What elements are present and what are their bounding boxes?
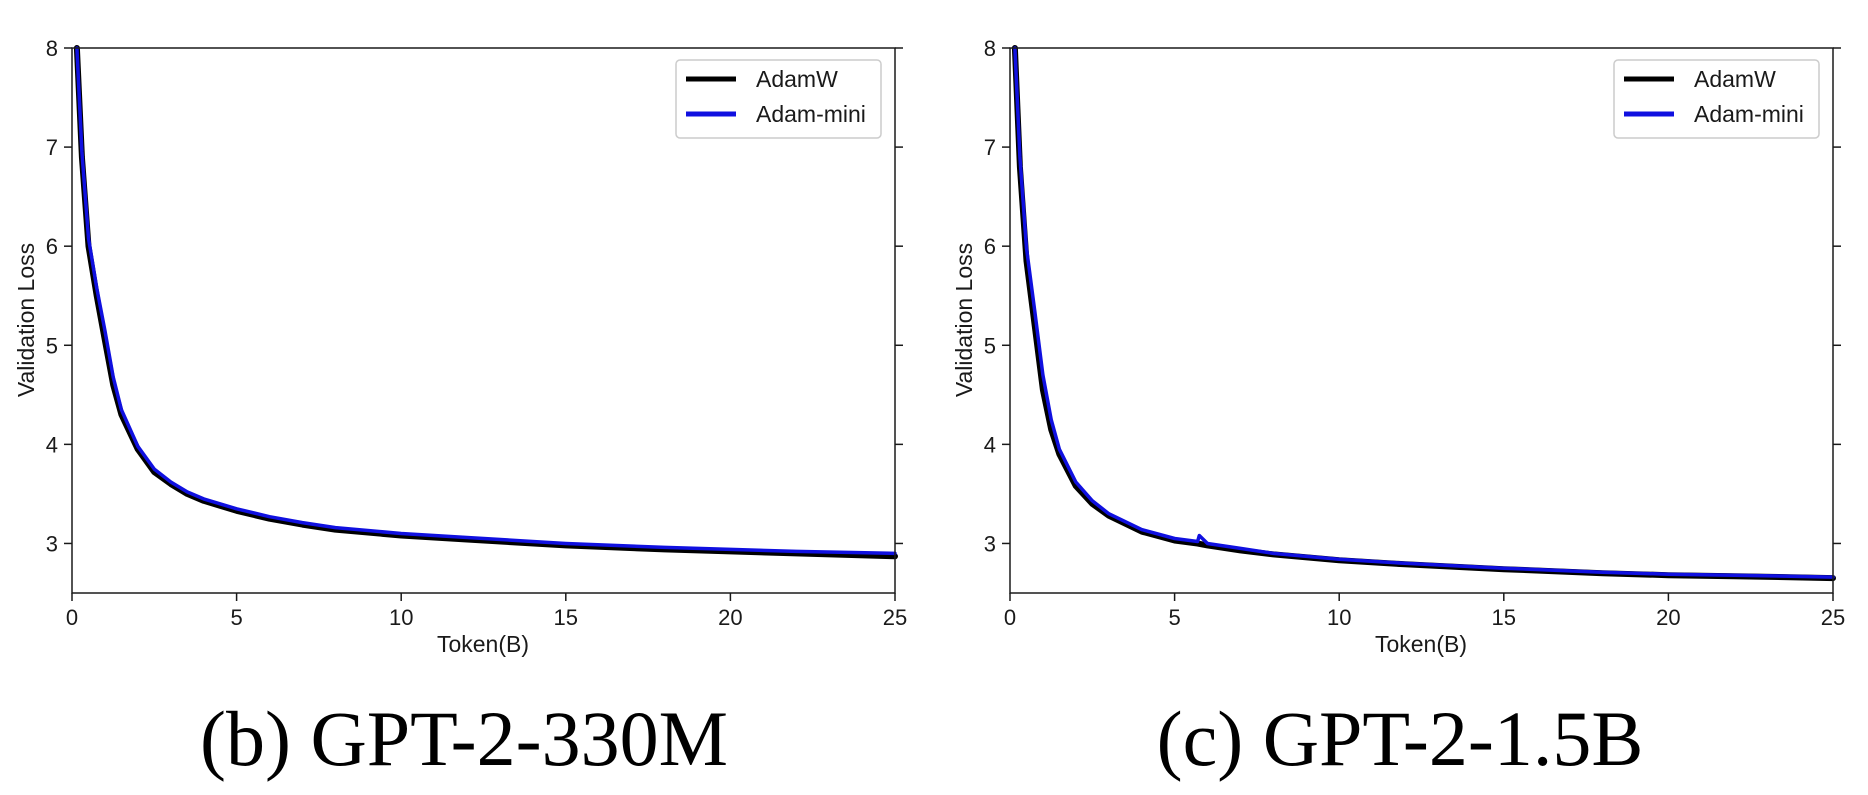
axis-ticks: 0 5 10 15 20 25 3 4 5 6 7 8 bbox=[46, 36, 907, 630]
chart-panel-c: 0 5 10 15 20 25 3 4 5 6 7 8 Token(B) Validation Los… bbox=[951, 36, 1845, 782]
x-axis-label: Token(B) bbox=[1375, 631, 1467, 657]
plot-lines bbox=[1011, 45, 1836, 582]
y-axis-label: Validation Loss bbox=[13, 243, 39, 397]
plot-lines bbox=[73, 45, 898, 560]
x-tick-label: 10 bbox=[1327, 605, 1351, 630]
x-tick-label: 0 bbox=[66, 605, 78, 630]
y-tick-label: 3 bbox=[984, 531, 996, 556]
x-tick-label: 25 bbox=[883, 605, 907, 630]
x-tick-label: 20 bbox=[1656, 605, 1680, 630]
y-tick-label: 5 bbox=[984, 333, 996, 358]
legend-label-adam-mini: Adam-mini bbox=[756, 101, 866, 127]
x-tick-label: 25 bbox=[1821, 605, 1845, 630]
x-tick-label: 15 bbox=[554, 605, 578, 630]
y-tick-label: 8 bbox=[46, 36, 58, 61]
y-tick-label: 4 bbox=[46, 432, 58, 457]
legend: AdamW Adam-mini bbox=[1613, 59, 1820, 139]
y-tick-label: 6 bbox=[984, 234, 996, 259]
x-tick-label: 20 bbox=[718, 605, 742, 630]
y-tick-label: 7 bbox=[46, 135, 58, 160]
x-tick-label: 0 bbox=[1004, 605, 1016, 630]
panel-caption: (b) GPT-2-330M bbox=[200, 695, 728, 782]
panel-caption: (c) GPT-2-1.5B bbox=[1157, 695, 1644, 782]
x-axis-label: Token(B) bbox=[437, 631, 529, 657]
series-line-adam-mini bbox=[1013, 46, 1835, 579]
legend-label-adamw: AdamW bbox=[1694, 66, 1776, 92]
legend-label-adam-mini: Adam-mini bbox=[1694, 101, 1804, 127]
y-tick-label: 6 bbox=[46, 234, 58, 259]
x-tick-label: 5 bbox=[230, 605, 242, 630]
y-tick-label: 5 bbox=[46, 333, 58, 358]
y-tick-label: 3 bbox=[46, 531, 58, 556]
x-tick-label: 5 bbox=[1168, 605, 1180, 630]
x-tick-label: 15 bbox=[1492, 605, 1516, 630]
chart-panel-b: 0 5 10 15 20 25 3 4 5 6 7 8 Token(B) Validation Los… bbox=[13, 36, 907, 782]
plot-frame bbox=[71, 47, 896, 594]
y-tick-label: 7 bbox=[984, 135, 996, 160]
legend: AdamW Adam-mini bbox=[675, 59, 882, 139]
y-axis-label: Validation Loss bbox=[951, 243, 977, 397]
plot-frame bbox=[1009, 47, 1834, 594]
x-tick-label: 10 bbox=[389, 605, 413, 630]
series-line-adam-mini bbox=[75, 46, 897, 556]
y-tick-label: 8 bbox=[984, 36, 996, 61]
axis-ticks: 0 5 10 15 20 25 3 4 5 6 7 8 bbox=[984, 36, 1845, 630]
legend-label-adamw: AdamW bbox=[756, 66, 838, 92]
y-tick-label: 4 bbox=[984, 432, 996, 457]
